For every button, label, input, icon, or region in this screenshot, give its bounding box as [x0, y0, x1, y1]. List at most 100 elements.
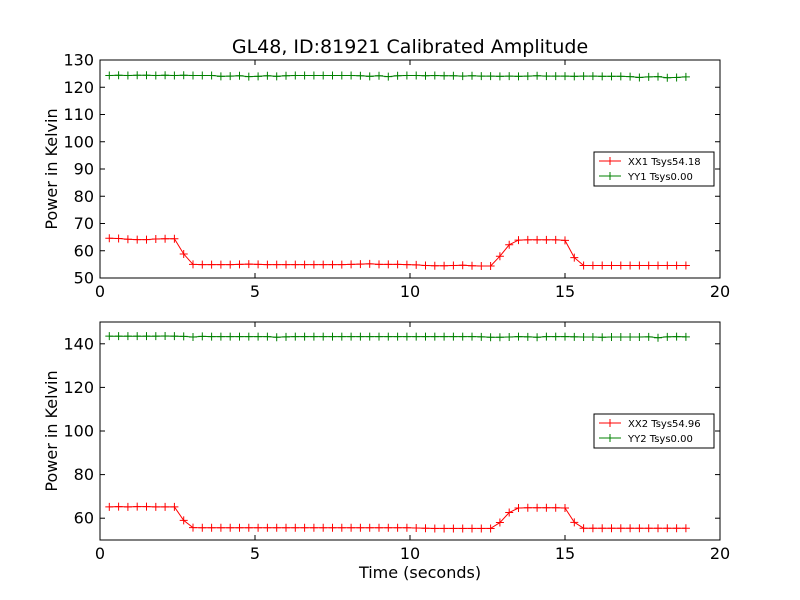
data-point — [328, 260, 337, 269]
data-point — [254, 72, 263, 81]
data-point — [440, 524, 449, 533]
data-point — [226, 260, 235, 269]
data-point — [291, 71, 300, 80]
data-point — [207, 71, 216, 80]
data-point — [300, 71, 309, 80]
data-point — [663, 332, 672, 341]
data-point — [179, 516, 188, 525]
data-point — [263, 523, 272, 532]
data-point — [114, 71, 123, 80]
data-point — [356, 332, 365, 341]
data-point — [402, 260, 411, 269]
data-point — [235, 523, 244, 532]
data-point — [384, 72, 393, 81]
data-point — [681, 261, 690, 270]
data-point — [291, 260, 300, 269]
data-point — [644, 72, 653, 81]
data-point — [458, 332, 467, 341]
data-point — [402, 523, 411, 532]
data-point — [495, 252, 504, 261]
data-point — [244, 72, 253, 81]
data-point — [635, 73, 644, 82]
y-tick-label: 80 — [74, 465, 94, 484]
data-point — [282, 332, 290, 341]
data-point — [607, 333, 616, 342]
legend-box — [593, 151, 715, 187]
data-point — [179, 332, 188, 341]
data-point — [142, 71, 151, 80]
data-point — [198, 332, 207, 341]
data-point — [114, 332, 123, 341]
data-point — [449, 332, 458, 341]
data-point — [123, 71, 132, 80]
data-point — [542, 235, 551, 244]
legend-label: XX2 Tsys54.96 — [628, 419, 701, 430]
series-2 — [105, 331, 690, 342]
data-point — [384, 523, 393, 532]
data-point — [272, 260, 281, 269]
data-point — [412, 332, 421, 341]
data-point — [365, 259, 374, 268]
data-point — [337, 71, 346, 80]
data-point — [328, 332, 337, 341]
data-point — [207, 332, 216, 341]
data-point — [440, 261, 449, 270]
data-point — [337, 523, 346, 532]
data-point — [198, 71, 207, 80]
y-tick-label: 50 — [74, 269, 94, 288]
data-point — [300, 523, 309, 532]
data-point — [263, 332, 272, 341]
data-point — [300, 260, 309, 269]
data-point — [588, 333, 597, 342]
data-point — [440, 332, 449, 341]
data-point — [672, 73, 681, 82]
data-point — [235, 71, 244, 80]
data-point — [663, 524, 672, 533]
data-point — [635, 524, 644, 533]
data-point — [375, 523, 383, 532]
data-point — [161, 502, 170, 511]
y-tick-label: 80 — [74, 187, 94, 206]
series-1 — [105, 502, 690, 533]
data-point — [216, 260, 225, 269]
data-point — [189, 71, 197, 80]
data-point — [300, 332, 309, 341]
data-point — [477, 72, 486, 81]
data-point — [421, 332, 430, 341]
data-point — [133, 71, 142, 80]
data-point — [309, 260, 318, 269]
data-point — [561, 72, 569, 81]
data-point — [458, 72, 467, 81]
series-2 — [105, 71, 690, 82]
data-point — [505, 333, 514, 342]
y-tick-label: 130 — [63, 51, 94, 70]
data-point — [561, 332, 569, 341]
data-point — [486, 72, 495, 81]
data-point — [133, 235, 142, 244]
data-point — [561, 503, 569, 512]
data-point — [291, 523, 300, 532]
y-tick-label: 90 — [74, 160, 94, 179]
data-point — [151, 332, 160, 341]
data-point — [412, 524, 421, 533]
data-point — [179, 71, 188, 80]
x-tick-label: 20 — [710, 282, 730, 301]
data-point — [477, 524, 486, 533]
data-point — [672, 524, 681, 533]
data-point — [523, 235, 532, 244]
data-point — [356, 71, 365, 80]
chart-panel-1: 0 5 10 15 20 50 60 70 80 90 100 110 120 130 Power in K… — [42, 51, 730, 302]
x-tick-label: 0 — [95, 544, 105, 563]
data-point — [412, 260, 421, 269]
data-point — [244, 260, 253, 269]
data-point — [514, 503, 523, 512]
data-point — [384, 260, 393, 269]
data-point — [319, 260, 328, 269]
x-tick-label: 15 — [555, 544, 575, 563]
data-point — [226, 72, 235, 81]
data-point — [468, 261, 476, 270]
data-point — [244, 523, 253, 532]
data-point — [347, 332, 356, 341]
data-point — [235, 332, 244, 341]
